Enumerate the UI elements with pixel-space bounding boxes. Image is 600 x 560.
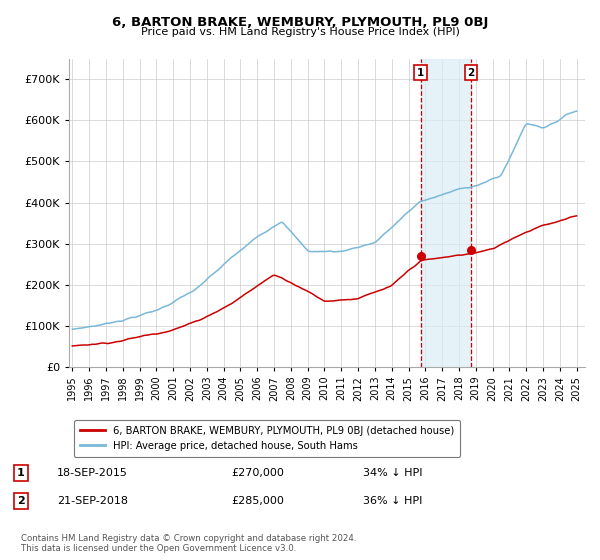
Text: 2: 2	[467, 68, 475, 78]
Text: 21-SEP-2018: 21-SEP-2018	[57, 496, 128, 506]
Text: Contains HM Land Registry data © Crown copyright and database right 2024.
This d: Contains HM Land Registry data © Crown c…	[21, 534, 356, 553]
Bar	[421, 59, 471, 367]
Text: 18-SEP-2015: 18-SEP-2015	[57, 468, 128, 478]
Text: 6, BARTON BRAKE, WEMBURY, PLYMOUTH, PL9 0BJ: 6, BARTON BRAKE, WEMBURY, PLYMOUTH, PL9 …	[112, 16, 488, 29]
Text: 1: 1	[17, 468, 25, 478]
Text: 34% ↓ HPI: 34% ↓ HPI	[363, 468, 422, 478]
Text: £285,000: £285,000	[231, 496, 284, 506]
Text: £270,000: £270,000	[231, 468, 284, 478]
Text: 36% ↓ HPI: 36% ↓ HPI	[363, 496, 422, 506]
Text: 1: 1	[417, 68, 424, 78]
Text: Price paid vs. HM Land Registry's House Price Index (HPI): Price paid vs. HM Land Registry's House …	[140, 27, 460, 37]
Legend: 6, BARTON BRAKE, WEMBURY, PLYMOUTH, PL9 0BJ (detached house), HPI: Average price: 6, BARTON BRAKE, WEMBURY, PLYMOUTH, PL9 …	[74, 419, 460, 456]
Text: 2: 2	[17, 496, 25, 506]
